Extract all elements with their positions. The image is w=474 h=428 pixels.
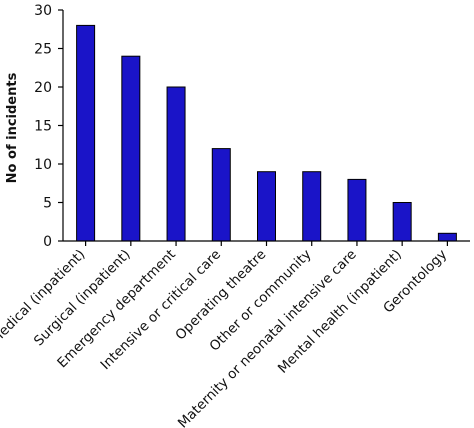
bar [76, 24, 96, 242]
y-tick-label: 20 [34, 80, 52, 96]
y-tick-label: 10 [34, 157, 52, 173]
x-axis: Medical (inpatient)Surgical (inpatient)E… [0, 240, 470, 428]
y-tick-label: 0 [43, 234, 52, 250]
bar [437, 232, 457, 242]
bars [76, 24, 457, 242]
y-tick-label: 30 [34, 3, 52, 19]
y-axis-title: No of incidents [5, 72, 20, 183]
y-tick-label: 5 [43, 196, 52, 212]
bar [392, 202, 412, 242]
bar [257, 171, 276, 242]
y-tick-label: 25 [34, 42, 52, 58]
bar [121, 55, 141, 242]
bar [211, 148, 231, 242]
bar [302, 171, 322, 242]
bar [166, 86, 186, 242]
y-axis: 0 5 10 15 20 25 30 [34, 3, 64, 250]
y-tick-label: 15 [34, 119, 52, 135]
bar [347, 178, 367, 242]
